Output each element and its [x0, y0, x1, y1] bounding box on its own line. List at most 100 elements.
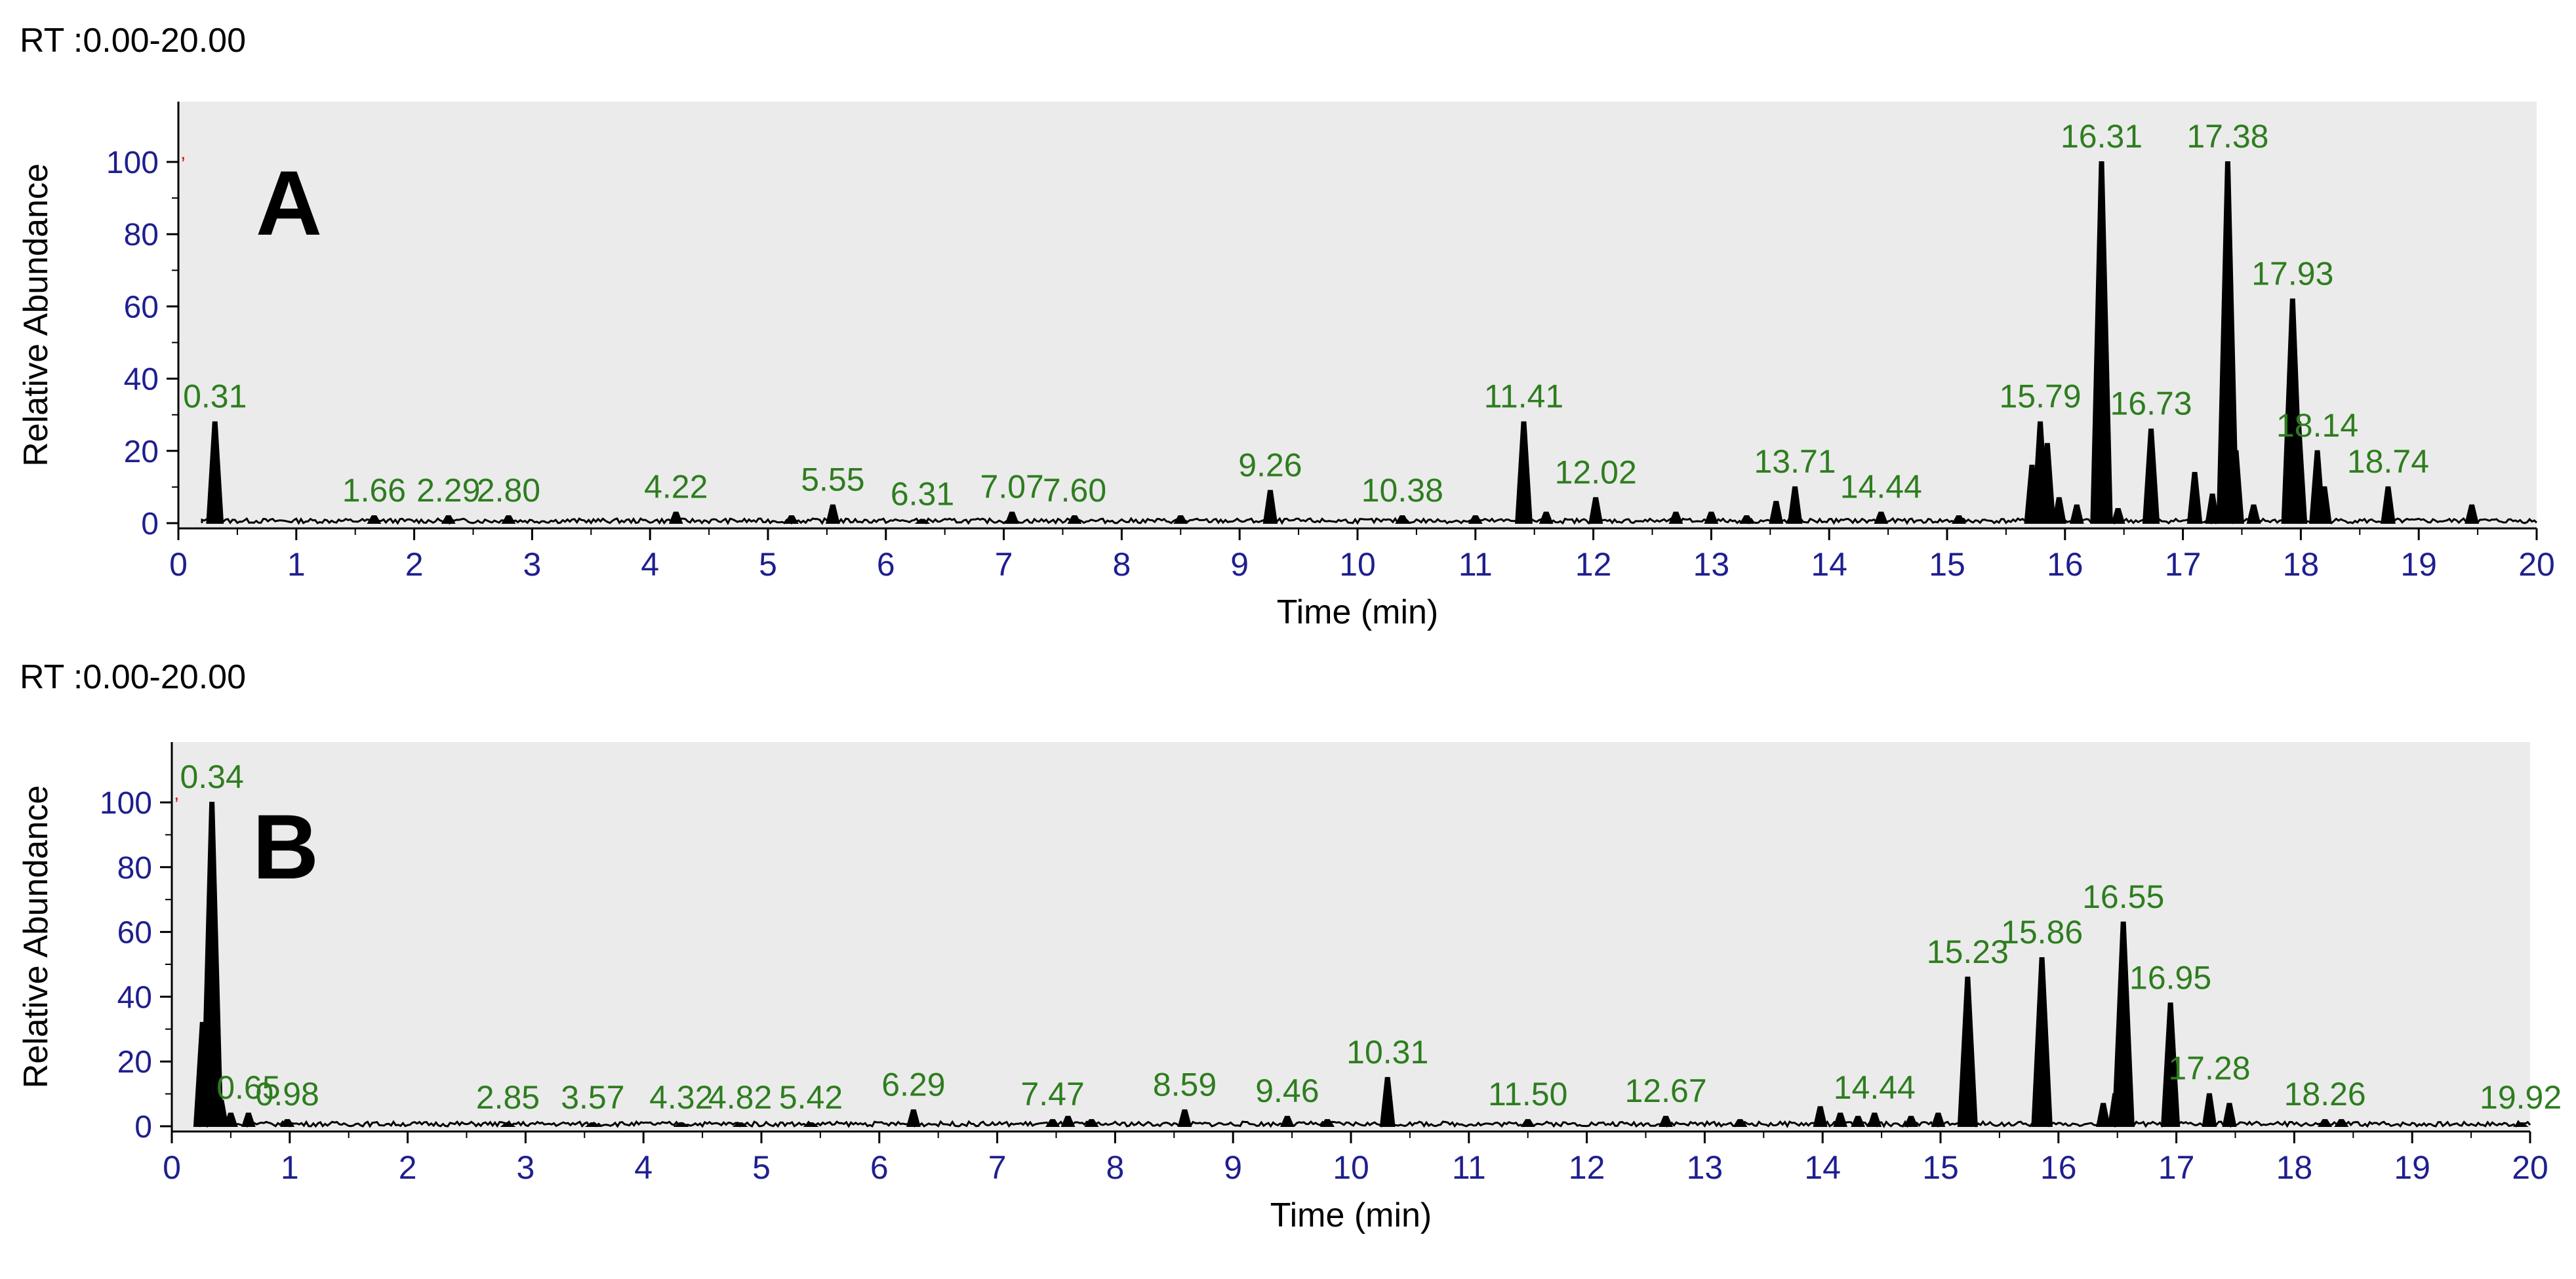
labeled-peak: [906, 1109, 921, 1127]
peak-label: 18.74: [2347, 443, 2429, 480]
x-axis-title: Time (min): [1277, 593, 1439, 631]
x-tick-label: 7: [995, 546, 1013, 583]
x-tick-label: 17: [2165, 546, 2202, 583]
x-tick-label: 8: [1106, 1149, 1124, 1186]
x-tick-label: 15: [1922, 1149, 1959, 1186]
x-tick-label: 3: [523, 546, 541, 583]
peak-label: 8.59: [1153, 1066, 1217, 1103]
minor-peak: [1952, 515, 1966, 524]
peak-label: 2.29: [416, 472, 480, 509]
y-tick-label: 20: [124, 435, 159, 469]
minor-peak: [1739, 515, 1754, 524]
x-tick-label: 4: [634, 1149, 653, 1186]
peak-label: 4.32: [649, 1079, 713, 1116]
x-tick-label: 1: [281, 1149, 299, 1186]
x-tick-label: 6: [870, 1149, 889, 1186]
peak-label: 12.02: [1555, 454, 1637, 490]
x-tick-label: 11: [1459, 546, 1493, 583]
peak-label: 11.41: [1484, 378, 1563, 415]
minor-peak: [1173, 515, 1188, 524]
peak-label: 6.31: [891, 475, 954, 512]
x-tick-label: 9: [1230, 546, 1249, 583]
labeled-peak: [206, 421, 224, 524]
peak-label: 12.67: [1625, 1072, 1707, 1109]
minor-peak: [2186, 471, 2203, 524]
peak-label: 18.14: [2276, 407, 2358, 444]
x-tick-label: 16: [2047, 546, 2083, 583]
labeled-peak: [1067, 515, 1082, 524]
labeled-peak: [1005, 511, 1020, 524]
peak-label: 0.98: [256, 1076, 319, 1112]
labeled-peak: [673, 1122, 689, 1127]
peak-label: 7.07: [980, 468, 1044, 505]
x-tick-label: 5: [752, 1149, 771, 1186]
panel-label: B: [252, 795, 319, 898]
peak-label: 4.22: [644, 468, 708, 505]
peak-label: 0.65: [216, 1069, 280, 1106]
x-tick-label: 10: [1333, 1149, 1369, 1186]
labeled-peak: [1280, 1116, 1295, 1127]
x-tick-label: 11: [1452, 1149, 1486, 1186]
minor-peak: [1851, 1116, 1866, 1127]
peak-label: 13.71: [1754, 443, 1836, 480]
peak-label: 16.95: [2129, 959, 2211, 996]
x-tick-label: 13: [1687, 1149, 1723, 1186]
minor-peak: [2246, 504, 2261, 524]
y-tick-label: 60: [117, 916, 152, 951]
peak-label: 9.46: [1255, 1072, 1319, 1109]
peak-label: 14.44: [1840, 468, 1922, 505]
minor-peak: [1539, 511, 1554, 524]
y-axis-title: Relative Abundance: [17, 785, 55, 1089]
x-tick-label: 20: [2518, 546, 2555, 583]
x-tick-label: 10: [1339, 546, 1376, 583]
labeled-peak: [2318, 1119, 2333, 1127]
peak-label: 14.44: [1834, 1069, 1916, 1106]
labeled-peak: [241, 1112, 256, 1127]
peak-label: 10.31: [1346, 1034, 1428, 1071]
peak-label: 17.93: [2251, 255, 2333, 292]
labeled-peak: [2216, 161, 2240, 524]
labeled-peak: [1262, 490, 1278, 524]
minor-peak: [2205, 493, 2220, 524]
x-tick-label: 8: [1112, 546, 1131, 583]
labeled-peak: [2031, 421, 2049, 524]
x-tick-label: 5: [759, 546, 777, 583]
minor-peak: [1931, 1112, 1946, 1127]
labeled-peak: [1787, 486, 1803, 524]
labeled-peak: [1957, 976, 1978, 1127]
labeled-peak: [501, 515, 516, 524]
x-tick-label: 16: [2040, 1149, 2077, 1186]
labeled-peak: [1520, 1119, 1535, 1127]
labeled-peak: [200, 802, 224, 1127]
minor-peak: [1833, 1112, 1848, 1127]
panel-label: A: [256, 151, 322, 254]
minor-peak: [2069, 504, 2084, 524]
peak-label: 2.85: [476, 1079, 540, 1116]
rt-range-label-b: RT :0.00-20.00: [20, 658, 246, 696]
minor-peak: [1084, 1119, 1099, 1127]
minor-peak: [2334, 1119, 2349, 1127]
peak-label: 15.86: [2001, 914, 2083, 951]
y-tick-label: 100: [100, 786, 152, 821]
x-tick-label: 12: [1569, 1149, 1605, 1186]
labeled-peak: [914, 519, 931, 524]
peak-label: 4.82: [708, 1079, 772, 1116]
labeled-peak: [2160, 1002, 2181, 1127]
labeled-peak: [2202, 1093, 2217, 1127]
labeled-peak: [2112, 921, 2135, 1127]
labeled-peak: [2281, 298, 2304, 524]
x-tick-label: 0: [169, 546, 188, 583]
minor-peak: [1668, 511, 1683, 524]
x-tick-label: 2: [405, 546, 424, 583]
peak-label: 2.80: [477, 472, 540, 509]
plot-area-background: [172, 742, 2530, 1131]
labeled-peak: [826, 504, 840, 524]
x-tick-label: 19: [2400, 546, 2437, 583]
labeled-peak: [500, 1122, 516, 1127]
x-tick-label: 19: [2394, 1149, 2430, 1186]
minor-peak: [1704, 511, 1719, 524]
minor-peak: [2096, 1103, 2111, 1127]
peak-label: 16.55: [2082, 878, 2164, 915]
